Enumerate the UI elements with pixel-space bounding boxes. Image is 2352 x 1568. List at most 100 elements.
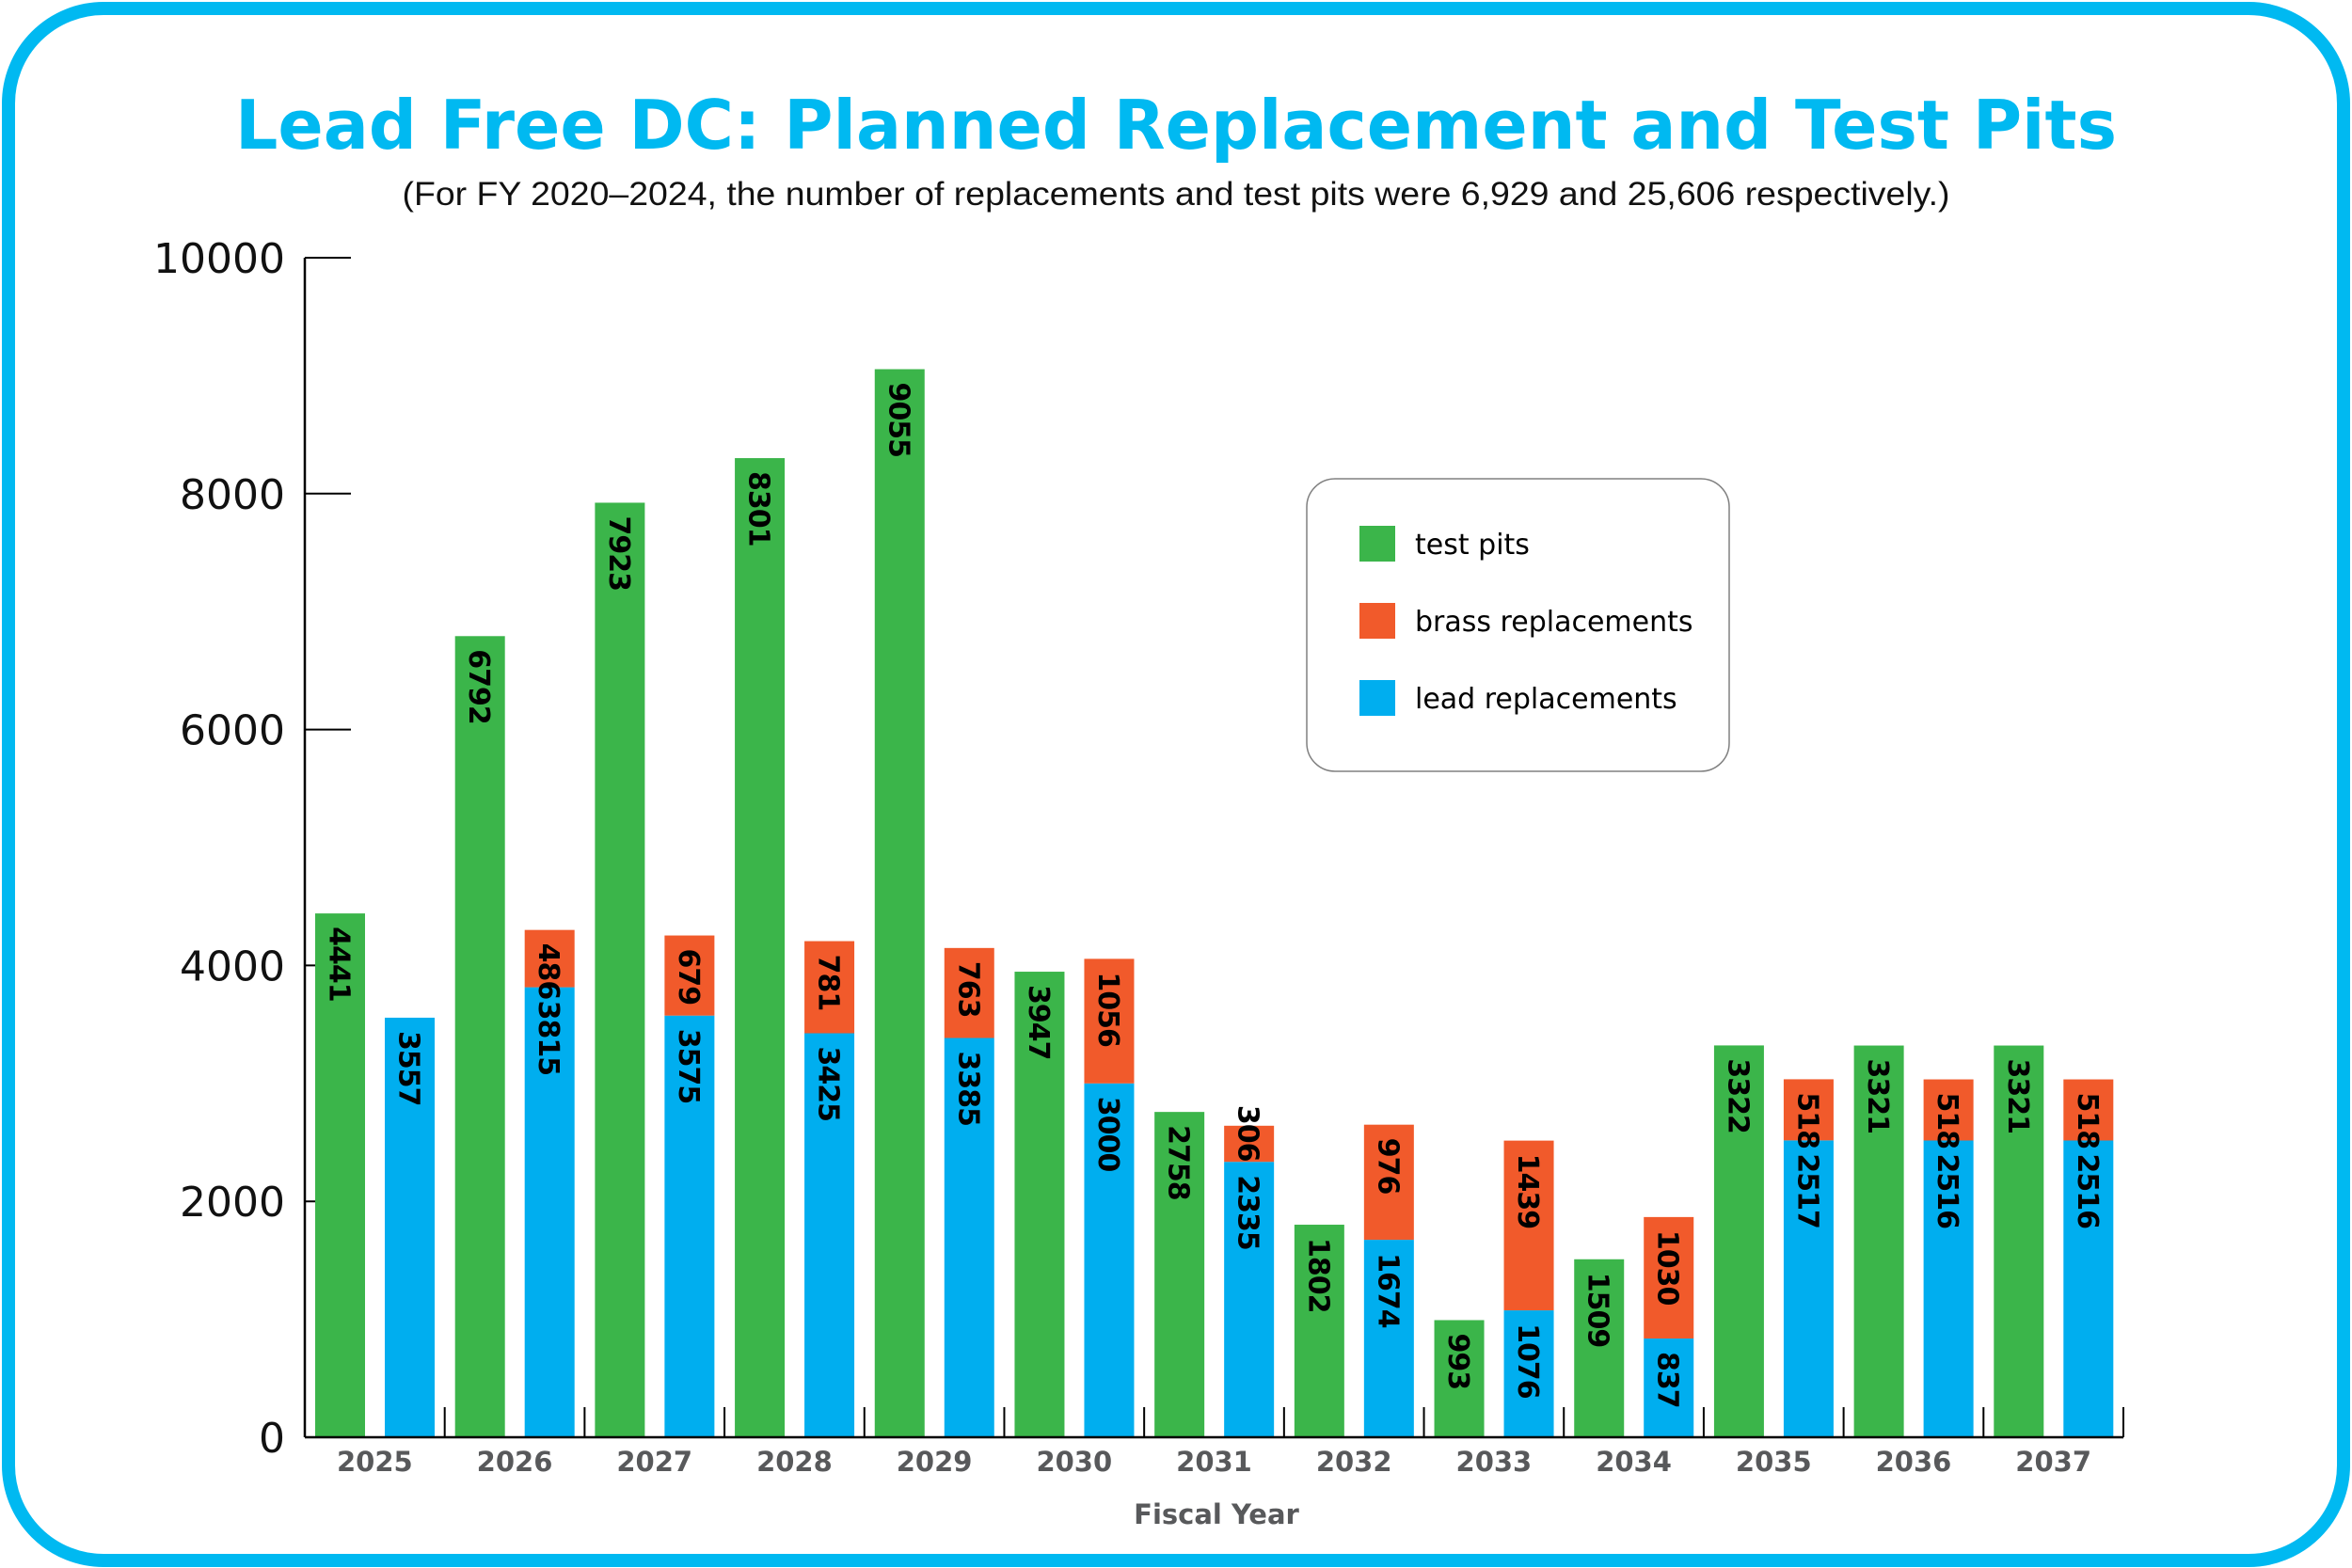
bar-label-test-pits: 1509 xyxy=(1581,1273,1614,1348)
chart-title: Lead Free DC: Planned Replacement and Te… xyxy=(235,86,2117,165)
bar-test-pits xyxy=(1574,1259,1625,1437)
y-tick-label: 4000 xyxy=(180,942,285,990)
bar-test-pits xyxy=(1014,972,1065,1437)
bar-label-brass-replacements: 518 xyxy=(2071,1093,2104,1149)
bar-lead-replacements xyxy=(1084,1083,1135,1437)
x-axis: 2025 2026 2027 2028 2029 2030 2031 2032 2033 2034… xyxy=(305,1407,2124,1478)
bar-label-lead-replacements: 3575 xyxy=(672,1029,705,1104)
bar-brass-replacements xyxy=(1503,1140,1554,1311)
bar-label-test-pits: 7923 xyxy=(602,515,635,591)
x-tick-label: 2034 xyxy=(1596,1446,1672,1478)
bar-lead-replacements xyxy=(804,1033,855,1437)
bar-label-brass-replacements: 763 xyxy=(951,961,984,1018)
bar-lead-replacements xyxy=(1783,1140,1834,1437)
bar-brass-replacements xyxy=(1644,1216,1694,1339)
bar-test-pits xyxy=(1434,1320,1485,1437)
bar-lead-replacements xyxy=(1923,1140,1974,1437)
bar-label-test-pits: 1802 xyxy=(1301,1238,1334,1313)
bar-brass-replacements xyxy=(1923,1079,1974,1141)
bar-test-pits xyxy=(874,369,925,1438)
bar-lead-replacements xyxy=(1644,1338,1694,1437)
bar-label-brass-replacements: 1439 xyxy=(1511,1154,1544,1229)
bar-brass-replacements xyxy=(1783,1079,1834,1141)
legend-label: test pits xyxy=(1415,529,1530,562)
bar-label-lead-replacements: 3000 xyxy=(1091,1097,1124,1172)
bar-test-pits xyxy=(315,913,365,1437)
y-tick-label: 2000 xyxy=(180,1179,285,1227)
bar-test-pits xyxy=(735,458,786,1438)
bar-test-pits xyxy=(1853,1045,1904,1437)
bar-label-brass-replacements: 518 xyxy=(1931,1093,1963,1149)
bar-label-lead-replacements: 2335 xyxy=(1232,1175,1264,1250)
bar-label-lead-replacements: 1076 xyxy=(1511,1323,1544,1399)
legend-item: test pits xyxy=(1359,526,1530,562)
bar-label-test-pits: 3321 xyxy=(1861,1059,1894,1134)
bar-label-test-pits: 9055 xyxy=(882,383,914,458)
legend-item: brass replacements xyxy=(1359,603,1693,639)
bar-lead-replacements xyxy=(2063,1140,2114,1437)
bar-label-lead-replacements: 3815 xyxy=(532,1001,564,1076)
x-tick-label: 2026 xyxy=(477,1446,553,1478)
bar-brass-replacements xyxy=(1224,1125,1275,1163)
bar-label-test-pits: 4441 xyxy=(323,927,356,1002)
bar-label-lead-replacements: 2517 xyxy=(1790,1153,1823,1228)
y-tick-label: 6000 xyxy=(180,707,285,755)
legend-label: brass replacements xyxy=(1415,606,1693,639)
x-axis-label: Fiscal Year xyxy=(1134,1498,1299,1530)
bar-lead-replacements xyxy=(524,987,575,1437)
bars xyxy=(315,369,2114,1438)
x-tick-label: 2033 xyxy=(1456,1446,1533,1478)
bar-brass-replacements xyxy=(1084,958,1135,1084)
bar-label-test-pits: 2758 xyxy=(1162,1125,1195,1200)
legend-swatch xyxy=(1359,603,1395,639)
legend-label: lead replacements xyxy=(1415,683,1677,716)
bar-label-lead-replacements: 1674 xyxy=(1371,1253,1404,1328)
x-tick-label: 2029 xyxy=(897,1446,973,1478)
bar-label-lead-replacements: 3385 xyxy=(951,1052,984,1127)
bar-label-test-pits: 3947 xyxy=(1022,985,1055,1060)
x-tick-label: 2025 xyxy=(337,1446,413,1478)
legend-swatch xyxy=(1359,680,1395,716)
bar-test-pits xyxy=(595,502,645,1437)
chart-subtitle: (For FY 2020–2024, the number of replace… xyxy=(403,176,1950,213)
bar-label-brass-replacements: 306 xyxy=(1232,1105,1264,1162)
y-axis: 0 2000 4000 6000 8000 10000 xyxy=(153,235,351,1463)
bar-label-brass-replacements: 781 xyxy=(812,955,845,1011)
bar-test-pits xyxy=(1294,1225,1344,1437)
y-tick-label: 10000 xyxy=(153,235,285,283)
x-tick-label: 2031 xyxy=(1176,1446,1252,1478)
bar-brass-replacements xyxy=(524,929,575,988)
bar-label-test-pits: 3321 xyxy=(2001,1059,2034,1134)
bar-label-lead-replacements: 837 xyxy=(1651,1352,1684,1408)
bar-test-pits xyxy=(454,636,505,1437)
bar-lead-replacements xyxy=(385,1017,435,1437)
bar-label-brass-replacements: 1056 xyxy=(1091,972,1124,1047)
bar-test-pits xyxy=(1994,1045,2044,1437)
x-tick-label: 2027 xyxy=(616,1446,692,1478)
x-tick-label: 2036 xyxy=(1876,1446,1952,1478)
y-tick-label: 8000 xyxy=(180,471,285,519)
bar-label-test-pits: 6792 xyxy=(462,649,495,724)
bar-label-test-pits: 3322 xyxy=(1721,1058,1754,1133)
bar-lead-replacements xyxy=(664,1015,715,1437)
bar-lead-replacements xyxy=(944,1037,994,1437)
x-tick-label: 2035 xyxy=(1736,1446,1812,1478)
bar-label-brass-replacements: 1030 xyxy=(1651,1230,1684,1306)
x-tick-label: 2030 xyxy=(1036,1446,1112,1478)
legend: test pits brass replacements lead replacem… xyxy=(1306,478,1730,772)
bar-label-lead-replacements: 2516 xyxy=(1931,1153,1963,1228)
bar-brass-replacements xyxy=(944,947,994,1038)
legend-box xyxy=(1306,478,1730,772)
x-tick-label: 2028 xyxy=(756,1446,833,1478)
bar-label-brass-replacements: 976 xyxy=(1371,1138,1404,1195)
bar-label-lead-replacements: 2516 xyxy=(2071,1153,2104,1228)
legend-item: lead replacements xyxy=(1359,680,1677,716)
bar-label-brass-replacements: 518 xyxy=(1790,1092,1823,1148)
bar-brass-replacements xyxy=(2063,1079,2114,1141)
bar-label-test-pits: 993 xyxy=(1441,1333,1474,1389)
bar-lead-replacements xyxy=(1363,1240,1414,1437)
bar-label-lead-replacements: 3557 xyxy=(392,1031,425,1106)
x-tick-label: 2032 xyxy=(1316,1446,1392,1478)
bar-brass-replacements xyxy=(804,941,855,1034)
